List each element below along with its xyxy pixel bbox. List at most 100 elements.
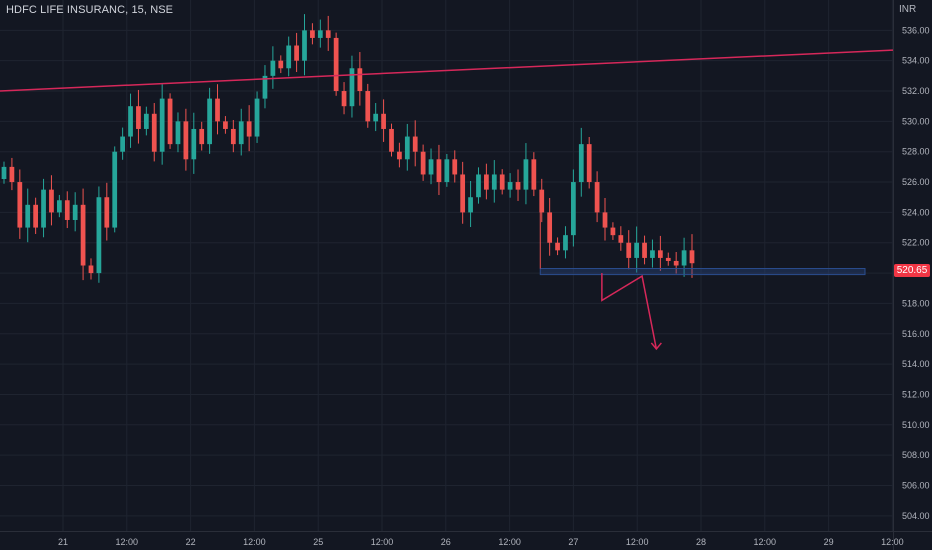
candle-body <box>112 151 118 228</box>
y-tick-label: 514.00 <box>902 359 930 369</box>
candle-body <box>262 75 268 99</box>
candle-body <box>586 144 592 183</box>
candle-body <box>673 260 679 266</box>
candle-body <box>17 182 23 228</box>
y-tick-label: 534.00 <box>902 56 930 66</box>
candle-body <box>665 257 671 261</box>
candle-body <box>412 136 418 152</box>
candle-body <box>302 30 307 61</box>
candle-body <box>507 182 513 190</box>
candle-body <box>294 45 299 61</box>
candle-body <box>88 265 94 274</box>
x-tick-label: 29 <box>824 537 834 547</box>
x-tick-label: 12:00 <box>626 537 649 547</box>
candle-body <box>223 121 228 129</box>
x-tick-label: 27 <box>568 537 578 547</box>
candle-body <box>215 98 220 122</box>
candle-body <box>428 159 434 175</box>
y-tick-label: 506.00 <box>902 480 930 490</box>
candle-body <box>341 91 347 107</box>
candle-body <box>634 242 640 258</box>
candle-body <box>452 159 458 175</box>
candle-body <box>436 159 442 183</box>
candle-body <box>317 30 323 38</box>
candle-body <box>120 136 125 152</box>
candle-body <box>610 227 616 236</box>
candle-body <box>539 189 545 213</box>
candle-body <box>531 159 537 190</box>
symbol-title: HDFC LIFE INSURANC, 15, NSE <box>6 4 174 16</box>
x-tick-label: 22 <box>186 537 196 547</box>
x-axis: 21 12:00 22 12:00 25 12:00 26 12:00 27 12:00 28 12:… <box>0 531 932 547</box>
currency-label: INR <box>899 4 917 15</box>
candle-body <box>49 189 54 213</box>
y-tick-label: 508.00 <box>902 450 930 460</box>
candle-body <box>56 200 62 213</box>
y-tick-label: 510.00 <box>902 420 930 430</box>
candle-body <box>230 128 236 145</box>
x-tick-label: 12:00 <box>754 537 777 547</box>
candle-body <box>468 197 473 213</box>
drawings <box>0 49 894 351</box>
projection-path <box>601 273 658 350</box>
candle-body <box>444 159 450 183</box>
x-tick-label: 12:00 <box>498 537 521 547</box>
candle-body <box>1 166 7 180</box>
candle-body <box>183 121 189 160</box>
grid <box>0 0 893 531</box>
x-tick-label: 12:00 <box>243 537 266 547</box>
candle-body <box>499 174 505 190</box>
projection-arrowhead <box>650 342 662 351</box>
candle-body <box>578 144 584 183</box>
candle-body <box>365 91 371 122</box>
candle-body <box>72 204 78 220</box>
candle-body <box>128 106 133 137</box>
candle-body <box>325 30 331 38</box>
candle-body <box>333 37 339 92</box>
candle-body <box>175 121 181 145</box>
candle-body <box>618 235 624 243</box>
y-tick-label: 504.00 <box>902 511 930 521</box>
candle-body <box>602 212 608 228</box>
candle-body <box>80 204 86 266</box>
candle-body <box>681 250 687 266</box>
candle-body <box>381 113 386 129</box>
y-tick-label: 516.00 <box>902 329 930 339</box>
candle-body <box>207 98 212 145</box>
candle-body <box>515 182 521 190</box>
candle-body <box>199 128 205 145</box>
candle-body <box>547 212 553 243</box>
candle-body <box>9 166 15 183</box>
x-tick-label: 28 <box>696 537 706 547</box>
candle-body <box>571 182 576 236</box>
candle-body <box>159 98 165 152</box>
candles <box>1 14 695 283</box>
y-tick-label: 528.00 <box>902 147 930 157</box>
y-tick-label: 518.00 <box>902 298 930 308</box>
candle-body <box>238 121 244 145</box>
x-tick-label: 26 <box>441 537 451 547</box>
y-tick-label: 522.00 <box>902 238 930 248</box>
candle-body <box>96 197 102 274</box>
y-tick-label: 536.00 <box>902 25 930 35</box>
candle-body <box>476 174 481 198</box>
x-tick-label: 12:00 <box>881 537 904 547</box>
y-tick-label: 512.00 <box>902 389 930 399</box>
candle-body <box>397 151 402 160</box>
y-tick-label: 524.00 <box>902 207 930 217</box>
y-tick-label: 532.00 <box>902 86 930 96</box>
candle-body <box>357 68 363 92</box>
candle-body <box>104 197 110 228</box>
candle-body <box>689 250 695 264</box>
candle-body <box>33 204 39 228</box>
trendline <box>0 49 894 92</box>
candle-body <box>270 60 276 76</box>
candle-body <box>594 182 600 213</box>
candle-body <box>136 106 141 129</box>
candle-body <box>460 174 466 213</box>
candle-body <box>404 136 410 160</box>
candle-body <box>246 121 252 137</box>
candle-body <box>349 68 355 107</box>
